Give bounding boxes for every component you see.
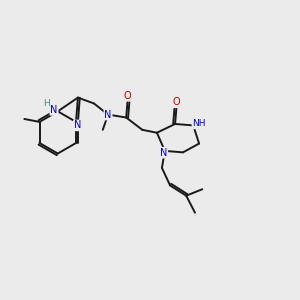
Text: NH: NH	[192, 119, 206, 128]
Text: H: H	[43, 99, 50, 108]
Text: N: N	[50, 105, 58, 115]
Text: N: N	[74, 120, 81, 130]
Text: N: N	[104, 110, 112, 120]
Text: O: O	[173, 97, 180, 107]
Text: N: N	[160, 148, 167, 158]
Text: O: O	[124, 91, 131, 101]
